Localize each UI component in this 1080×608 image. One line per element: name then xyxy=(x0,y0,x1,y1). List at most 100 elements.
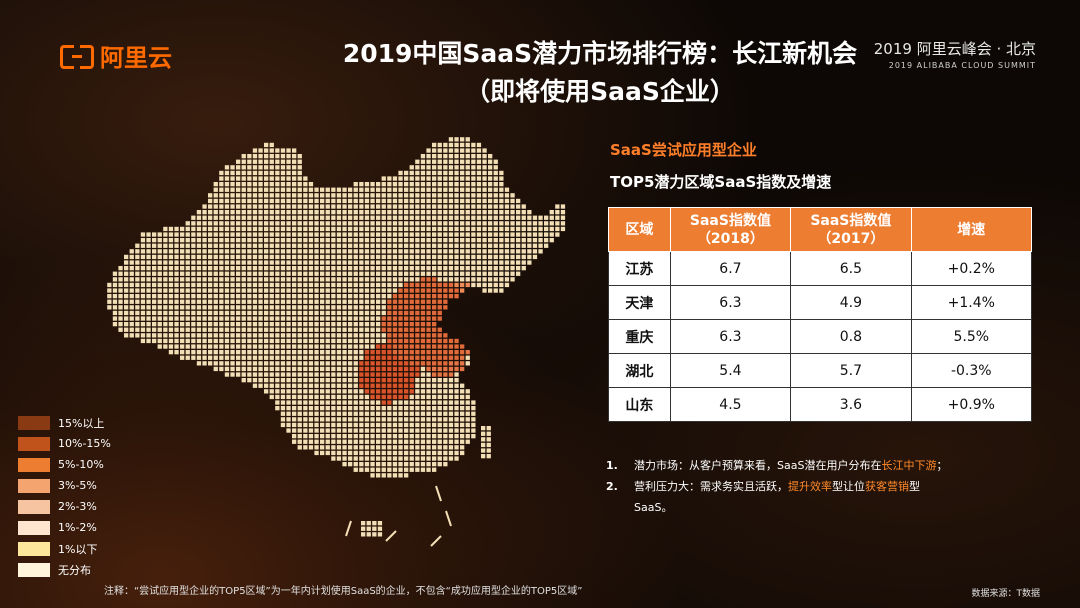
map-dot xyxy=(415,176,420,181)
map-dot xyxy=(252,299,258,304)
map-dot xyxy=(208,361,213,366)
map-dot xyxy=(465,260,470,265)
map-dot xyxy=(426,417,431,422)
map-dot xyxy=(314,282,319,288)
map-dot xyxy=(527,215,532,220)
map-dot xyxy=(320,204,325,209)
map-dot xyxy=(219,243,224,248)
map-dot xyxy=(510,193,515,198)
map-dot xyxy=(146,282,151,288)
map-dot xyxy=(325,417,330,422)
map-dot xyxy=(264,327,269,332)
map-dot xyxy=(409,445,414,450)
map-dot xyxy=(454,456,459,461)
map-dot xyxy=(202,221,207,226)
map-dot xyxy=(336,450,342,456)
map-dot xyxy=(325,372,330,377)
map-dot xyxy=(269,310,274,316)
map-dot xyxy=(437,428,442,433)
map-dot xyxy=(118,310,123,316)
map-dot xyxy=(297,350,302,355)
map-dot xyxy=(342,333,347,338)
map-dot xyxy=(241,159,246,164)
map-dot xyxy=(370,456,375,461)
map-dot xyxy=(247,361,252,366)
map-dot xyxy=(331,372,336,377)
map-dot xyxy=(258,316,263,321)
map-dot xyxy=(157,232,162,237)
map-dot xyxy=(420,411,426,416)
map-dot xyxy=(336,378,342,383)
map-dot xyxy=(135,305,140,310)
map-dot xyxy=(454,142,459,148)
map-dot xyxy=(348,204,353,209)
map-dot xyxy=(348,434,353,439)
map-dot xyxy=(364,215,370,220)
map-dot xyxy=(342,361,347,366)
map-dot xyxy=(342,266,347,271)
map-dot xyxy=(180,243,185,248)
map-dot xyxy=(275,400,280,405)
map-dot xyxy=(168,226,174,232)
map-dot xyxy=(376,210,381,215)
map-dot xyxy=(437,355,442,360)
map-dot xyxy=(448,350,454,355)
map-dot xyxy=(376,400,381,405)
map-dot xyxy=(342,389,347,394)
map-dot xyxy=(359,215,364,220)
map-dot xyxy=(202,338,207,344)
map-dot xyxy=(185,344,190,349)
map-dot xyxy=(224,277,230,282)
map-dot xyxy=(448,355,454,360)
map-dot xyxy=(140,310,146,316)
map-dot xyxy=(292,243,297,248)
map-dot xyxy=(168,333,174,338)
map-dot xyxy=(342,366,347,372)
map-dot xyxy=(471,434,476,439)
map-dot xyxy=(366,526,371,531)
map-dot xyxy=(258,282,263,288)
map-dot xyxy=(420,165,426,170)
map-dot xyxy=(381,439,386,444)
legend-swatch xyxy=(18,478,50,493)
map-dot xyxy=(448,450,454,456)
map-dot xyxy=(454,439,459,444)
map-dot xyxy=(370,310,375,316)
map-dot xyxy=(118,316,123,321)
map-dot xyxy=(297,305,302,310)
map-dot xyxy=(264,204,269,209)
map-dot xyxy=(213,260,218,265)
map-dot xyxy=(370,305,375,310)
map-dot xyxy=(140,316,146,321)
map-dot xyxy=(191,355,196,360)
map-dot xyxy=(230,215,235,220)
map-dot xyxy=(196,338,202,344)
map-dot xyxy=(135,243,140,248)
map-dot xyxy=(264,282,269,288)
map-dot xyxy=(364,411,370,416)
map-dot xyxy=(185,288,190,293)
map-dot xyxy=(275,355,280,360)
map-dot xyxy=(152,310,157,316)
map-dot xyxy=(280,411,286,416)
map-dot xyxy=(404,473,409,478)
map-dot xyxy=(325,299,330,304)
map-dot xyxy=(247,243,252,248)
map-dot xyxy=(549,226,554,232)
map-dot xyxy=(219,187,224,192)
map-dot xyxy=(359,462,364,467)
map-dot xyxy=(448,221,454,226)
map-dot xyxy=(370,473,375,478)
map-dot xyxy=(471,198,476,204)
map-dot xyxy=(308,299,314,304)
map-dot xyxy=(325,406,330,411)
map-dot xyxy=(560,221,566,226)
map-dot xyxy=(532,232,538,237)
map-dot xyxy=(387,394,392,400)
map-dot xyxy=(264,310,269,316)
map-dot xyxy=(398,422,403,428)
map-dot xyxy=(224,170,230,176)
map-dot xyxy=(174,282,179,288)
map-dot xyxy=(280,288,286,293)
map-dot xyxy=(258,226,263,232)
